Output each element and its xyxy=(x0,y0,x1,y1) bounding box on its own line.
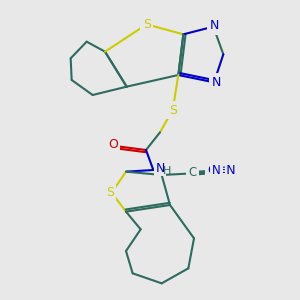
Text: O: O xyxy=(108,139,118,152)
Text: S: S xyxy=(143,18,151,31)
Text: N: N xyxy=(210,19,219,32)
Text: C≡N: C≡N xyxy=(207,164,236,177)
Text: N: N xyxy=(212,164,221,177)
Text: N: N xyxy=(211,76,221,89)
Text: S: S xyxy=(169,103,177,116)
Text: N: N xyxy=(155,161,165,175)
Text: S: S xyxy=(106,186,114,199)
Text: C: C xyxy=(188,166,196,179)
Text: H: H xyxy=(163,166,172,176)
